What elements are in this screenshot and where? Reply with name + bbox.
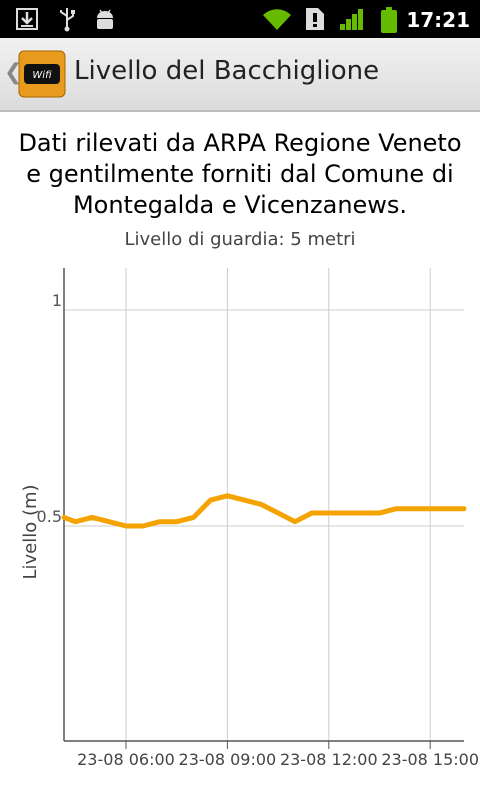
download-icon [16,8,38,30]
x-tick-label: 23-08 06:00 [77,750,175,769]
action-bar: ❮ Wifi Livello del Bacchiglione [0,38,480,112]
y-axis-label: Livello (m) [20,484,41,579]
page-title: Livello del Bacchiglione [74,56,380,86]
app-icon-label: Wifi [32,70,52,81]
status-time: 17:21 [406,8,470,32]
android-debug-icon [97,9,113,29]
battery-icon [381,7,397,33]
status-bar: 17:21 [0,0,480,38]
level-series-line [61,493,467,529]
x-tick-label: 23-08 12:00 [280,750,378,769]
x-tick-label: 23-08 09:00 [179,750,277,769]
y-tick-label: 0.5 [37,507,62,526]
y-tick-label: 1 [52,291,62,310]
app-icon[interactable]: Wifi [18,50,66,98]
back-chevron-icon[interactable]: ❮ [4,60,23,85]
alert-icon [306,8,324,30]
usb-icon [60,8,75,32]
guard-level-label: Livello di guardia: 5 metri [124,229,356,250]
x-tick-label: 23-08 15:00 [381,750,479,769]
wifi-icon [263,9,291,31]
data-source-description: Dati rilevati da ARPA Regione Veneto e g… [18,129,462,219]
water-level-chart: 1 0.5 23-08 06:00 23-08 09:00 23-08 12:00 23-… [20,268,479,769]
signal-icon [340,9,363,30]
